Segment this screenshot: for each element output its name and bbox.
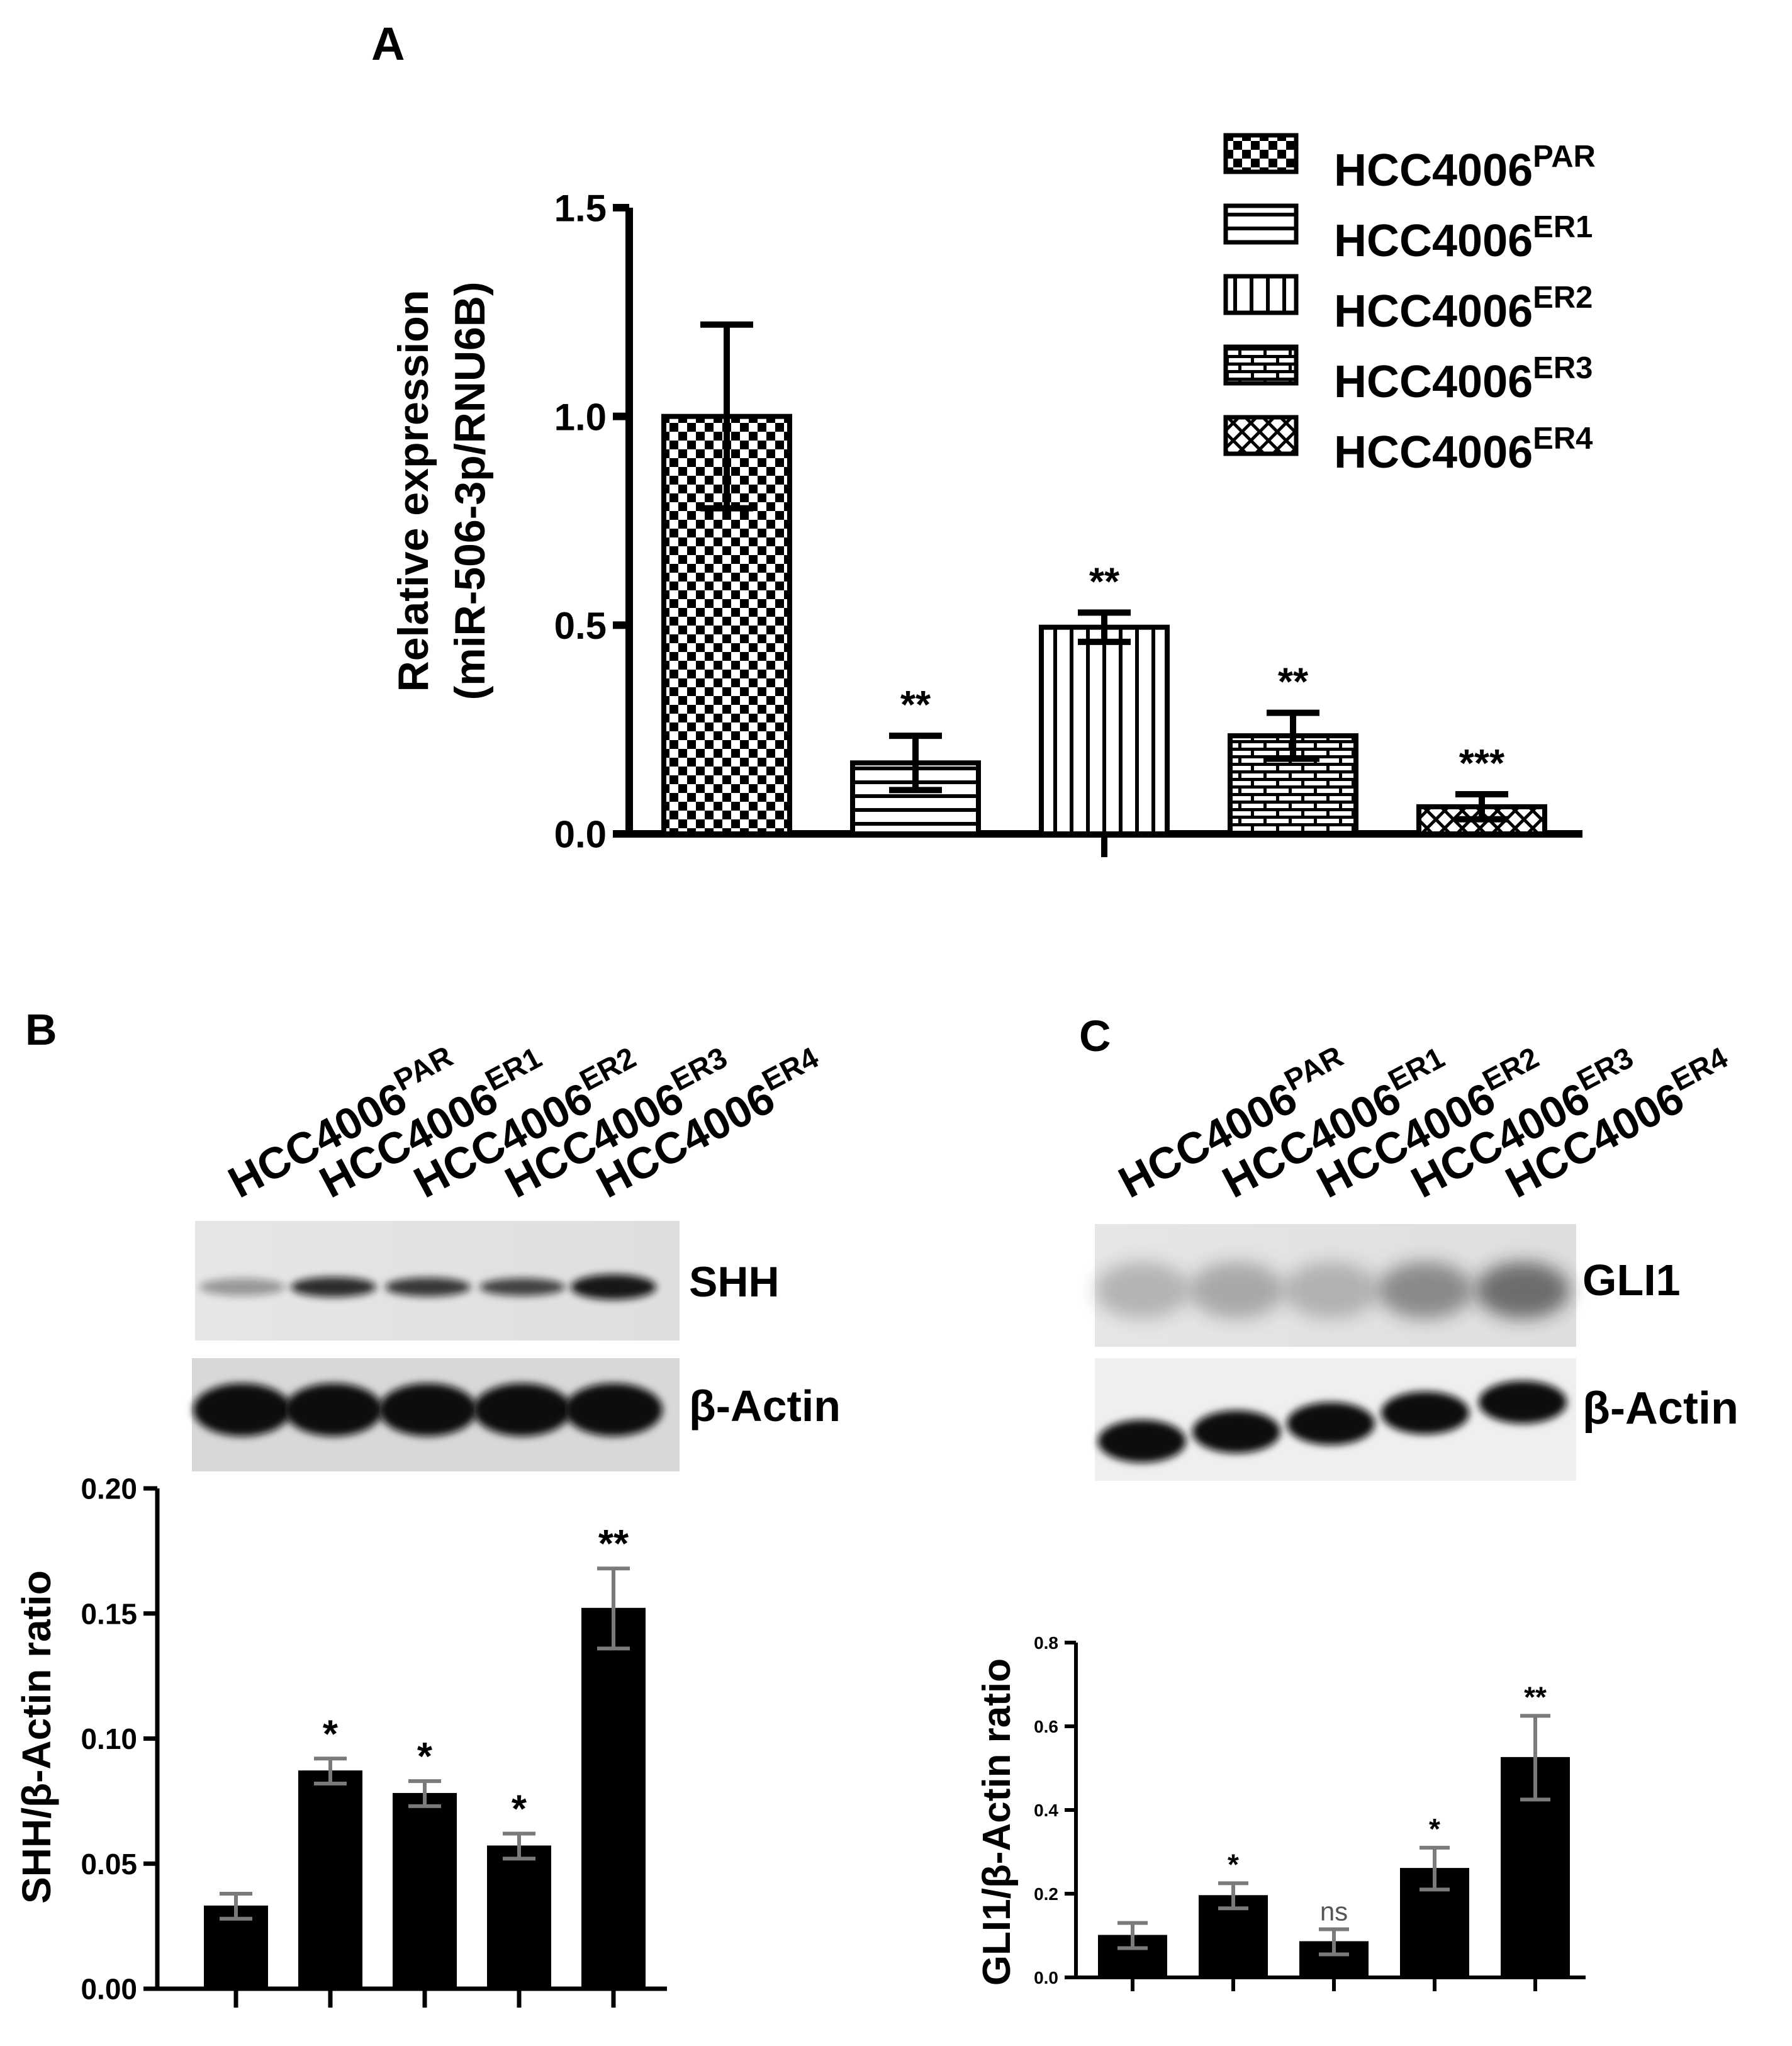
significance-marker: *** <box>1459 742 1505 785</box>
legend-swatch <box>1223 344 1299 386</box>
lane-labels-b: HCC4006PARHCC4006ER1HCC4006ER2HCC4006ER3… <box>220 1040 824 1207</box>
blot-band <box>284 1383 383 1436</box>
blot-actin-b <box>192 1358 680 1471</box>
legend-swatch <box>1223 415 1299 456</box>
y-tick-label: 0.6 <box>1034 1717 1058 1736</box>
significance-marker: ** <box>1524 1680 1547 1713</box>
blot-band <box>291 1277 376 1297</box>
y-tick-label: 0.10 <box>81 1723 137 1755</box>
blot-band <box>1192 1410 1280 1453</box>
significance-marker: * <box>417 1735 433 1779</box>
blot-band <box>1189 1262 1284 1318</box>
significance-marker: ** <box>900 683 931 727</box>
y-tick-label: 1.0 <box>554 396 607 438</box>
y-tick-label: 0.0 <box>554 814 607 856</box>
y-tick-label: 0.8 <box>1034 1633 1058 1653</box>
panel-c: HCC4006PARHCC4006ER1HCC4006ER2HCC4006ER3… <box>975 1040 1739 1991</box>
panel-label-b: B <box>25 1005 57 1054</box>
chart-a-axes: 0.0 0.5 1.0 1.5 Relative expression (miR-506-… <box>389 188 1582 857</box>
bar <box>581 1607 646 1990</box>
blot-label-actin-c: β-Actin <box>1582 1383 1739 1434</box>
lane-labels-c: HCC4006PARHCC4006ER1HCC4006ER2HCC4006ER3… <box>1111 1040 1733 1207</box>
blot-label-shh: SHH <box>689 1258 780 1306</box>
significance-marker: ** <box>598 1522 629 1566</box>
blot-band <box>479 1278 565 1296</box>
bar <box>393 1792 457 1989</box>
bar <box>487 1845 551 1990</box>
y-axis-label: SHH/β-Actin ratio <box>14 1570 59 1904</box>
panel-b: HCC4006PARHCC4006ER1HCC4006ER2HCC4006ER3… <box>14 1040 841 2008</box>
y-tick-label: 0.5 <box>554 605 607 647</box>
legend-swatch <box>1223 274 1299 315</box>
legend-label: HCC4006ER1 <box>1334 210 1593 266</box>
blot-shh <box>195 1221 680 1341</box>
y-axis-label: GLI1/β-Actin ratio <box>975 1658 1019 1986</box>
bar <box>1039 624 1170 837</box>
blot-band <box>199 1278 285 1296</box>
legend-label: HCC4006ER4 <box>1334 422 1593 478</box>
blot-actin-c <box>1095 1358 1576 1481</box>
legend-label: HCC4006ER3 <box>1334 351 1593 407</box>
significance-marker: ** <box>1278 661 1309 704</box>
blot-gli1 <box>1095 1224 1576 1347</box>
y-tick-label: 0.00 <box>81 1973 137 2006</box>
y-tick-label: 0.20 <box>81 1473 137 1505</box>
blot-band <box>1378 1262 1472 1318</box>
y-tick-label: 0.15 <box>81 1597 137 1630</box>
significance-marker: * <box>512 1788 527 1831</box>
significance-marker: * <box>1429 1813 1440 1845</box>
blot-band <box>1098 1420 1186 1463</box>
blot-label-actin-b: β-Actin <box>689 1381 841 1431</box>
y-tick-label: 0.05 <box>81 1848 137 1880</box>
chart-a-legend: HCC4006PAR HCC4006ER1 HCC4006ER2 HCC4006ER3… <box>1223 133 1596 478</box>
bar <box>298 1770 362 1990</box>
blot-band <box>1381 1391 1469 1434</box>
legend-swatch <box>1223 133 1299 174</box>
panel-label-a: A <box>371 18 405 70</box>
y-tick-label: 0.2 <box>1034 1884 1058 1904</box>
significance-marker: * <box>323 1712 339 1756</box>
significance-marker: ** <box>1089 560 1120 604</box>
blot-band <box>473 1383 571 1436</box>
blot-band <box>193 1383 291 1436</box>
legend-label: HCC4006PAR <box>1334 140 1596 196</box>
y-tick-label: 0.4 <box>1034 1801 1058 1820</box>
significance-marker: * <box>1228 1848 1239 1880</box>
blot-band <box>1284 1262 1378 1318</box>
legend-swatch <box>1223 203 1299 245</box>
blot-band <box>564 1383 663 1436</box>
legend-label: HCC4006ER2 <box>1334 281 1593 337</box>
y-axis-label: Relative expression <box>389 290 437 692</box>
panel-label-c: C <box>1079 1011 1111 1060</box>
blot-label-gli1: GLI1 <box>1582 1256 1681 1305</box>
y-tick-label: 1.5 <box>554 188 607 230</box>
blot-band <box>1095 1262 1189 1318</box>
blot-band <box>1479 1381 1567 1424</box>
chart-a: 0.0 0.5 1.0 1.5 Relative expression (miR-506-… <box>389 133 1596 857</box>
blot-band <box>1476 1262 1570 1318</box>
y-tick-label: 0.0 <box>1034 1968 1058 1987</box>
chart-a-bars: ********* <box>661 321 1547 837</box>
significance-marker: ns <box>1320 1897 1348 1926</box>
y-axis-label: (miR-506-3p/RNU6B) <box>446 282 494 700</box>
blot-band <box>1287 1402 1375 1445</box>
blot-band <box>571 1274 656 1300</box>
blot-band <box>385 1278 471 1296</box>
blot-band <box>379 1383 477 1436</box>
